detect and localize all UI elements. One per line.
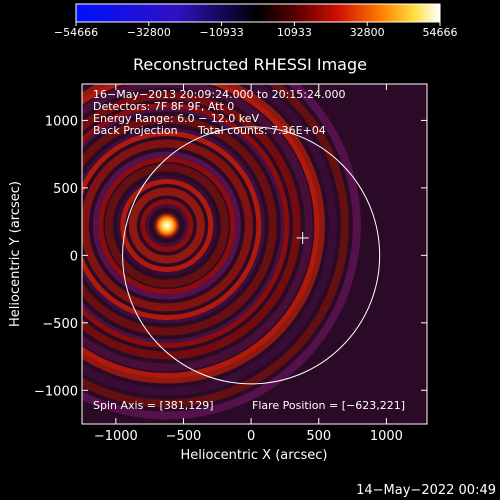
x-tick-label: −500 <box>166 429 202 444</box>
ring <box>82 84 337 396</box>
ring <box>82 84 325 384</box>
bright-ring <box>120 179 214 273</box>
ring <box>82 115 277 336</box>
x-tick-label: 0 <box>247 429 255 444</box>
colorbar-tick-label: −32800 <box>127 26 171 39</box>
annotation-date: 16−May−2013 20:09:24.000 to 20:15:24.000 <box>93 88 346 101</box>
ring <box>92 151 241 300</box>
annotation-counts: Total counts: 7.36E+04 <box>197 124 326 137</box>
ring <box>82 91 301 360</box>
ring <box>104 163 229 288</box>
flare-position-label: Flare Position = [−623,221] <box>252 399 405 412</box>
ring <box>82 84 361 420</box>
ring <box>82 139 253 312</box>
spin-axis-marker <box>296 231 309 244</box>
plot-area <box>82 84 427 424</box>
x-axis-label: Heliocentric X (arcsec) <box>181 448 328 463</box>
footer-timestamp: 14−May−2022 00:49 <box>356 483 496 498</box>
solar-limb-circle <box>122 126 381 385</box>
y-tick-label: 0 <box>70 249 78 264</box>
chart-title: Reconstructed RHESSI Image <box>133 55 367 74</box>
bright-ring <box>82 131 262 321</box>
bright-ring <box>98 157 236 295</box>
colorbar-tick-label: 32800 <box>350 26 385 39</box>
colorbar <box>75 3 441 23</box>
annotation-method: Back Projection <box>93 124 178 137</box>
colorbar-tick-label: −10933 <box>199 26 243 39</box>
flare-source <box>152 211 181 240</box>
plot-frame <box>81 83 428 425</box>
bright-ring <box>82 84 320 378</box>
annotations: 16−May−2013 20:09:24.000 to 20:15:24.000… <box>93 88 346 137</box>
annotation-detectors: Detectors: 7F 8F 9F, Att 0 <box>93 100 234 113</box>
ring <box>82 84 313 372</box>
axis-ticks: −1000 −500 0 500 1000 −1000 −500 0 500 1000 <box>34 84 427 444</box>
ring <box>82 84 349 408</box>
colorbar-ticks: −54666 −32800 −10933 10933 32800 54666 <box>54 22 458 39</box>
y-axis-label: Heliocentric Y (arcsec) <box>8 181 23 327</box>
x-tick-label: −1000 <box>94 429 138 444</box>
back-projection-rings <box>82 84 361 420</box>
ring <box>128 187 205 264</box>
spin-axis-label: Spin Axis = [381,129] <box>93 399 214 412</box>
x-tick-label: 500 <box>306 429 331 444</box>
x-tick-label: 1000 <box>370 429 403 444</box>
colorbar-tick-label: 54666 <box>423 26 458 39</box>
y-tick-label: −500 <box>42 317 78 332</box>
annotation-energy: Energy Range: 6.0 − 12.0 keV <box>93 112 260 125</box>
colorbar-tick-label: 10933 <box>277 26 312 39</box>
y-tick-label: 1000 <box>45 114 78 129</box>
colorbar-tick-label: −54666 <box>54 26 98 39</box>
bright-ring <box>82 103 290 348</box>
y-tick-label: −1000 <box>34 384 78 399</box>
y-tick-label: 500 <box>53 182 78 197</box>
bright-ring <box>140 199 194 253</box>
